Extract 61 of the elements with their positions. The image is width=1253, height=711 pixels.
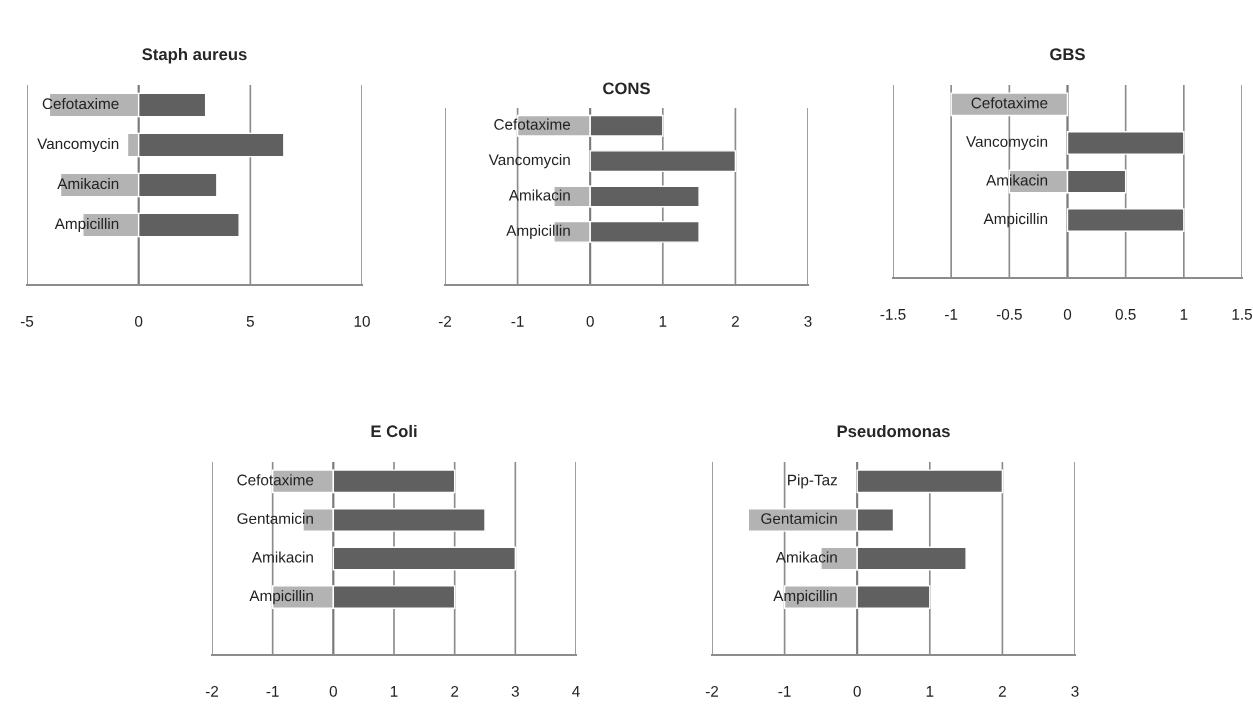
x-tick-label: 1	[390, 686, 398, 697]
bar	[589, 150, 737, 173]
y-tick-label: Amikacin	[57, 177, 119, 190]
x-tick-label: -1.5	[880, 309, 906, 320]
x-tick-label: 2	[731, 315, 739, 327]
x-tick-label: 10	[354, 315, 370, 327]
y-tick-label: Cefotaxime	[42, 97, 119, 110]
bar	[1066, 208, 1185, 232]
y-tick-label: Ampicillin	[983, 212, 1048, 228]
x-tick-label: -1	[945, 309, 958, 320]
chart-title: GBS	[1050, 48, 1085, 61]
x-tick-label: 0	[135, 315, 143, 327]
x-tick-label: -5	[20, 316, 34, 327]
x-tick-label: -1	[511, 316, 524, 327]
y-tick-label: Ampicillin	[54, 217, 119, 233]
x-tick-label: 0.5	[1115, 308, 1136, 320]
y-tick-label: Amikacin	[251, 551, 313, 563]
x-tick-label: 2	[998, 685, 1006, 697]
y-tick-label: Amikacin	[508, 189, 570, 201]
bar	[1066, 131, 1185, 155]
y-tick-label: Cefotaxime	[237, 474, 314, 486]
x-tick-label: 1.5	[1232, 309, 1252, 320]
chart-title: E Coli	[371, 424, 417, 438]
y-tick-label: Cefotaxime	[494, 118, 571, 130]
chart-title: Staph aureus	[142, 47, 247, 64]
y-tick-label: Ampicillin	[773, 589, 837, 605]
x-tick-label: 3	[804, 315, 812, 327]
x-tick-label: 1	[926, 686, 934, 697]
x-tick-label: -1	[778, 686, 791, 697]
x-tick-label: 0	[853, 685, 861, 697]
x-tick-label: 0	[329, 685, 337, 697]
x-tick-label: 0	[586, 315, 594, 327]
y-tick-label: Vancomycin	[37, 137, 119, 153]
y-tick-label: Pip-Taz	[788, 474, 837, 489]
x-tick-label: -1	[266, 686, 279, 697]
chart-title: Pseudomonas	[837, 424, 950, 438]
x-tick-label: 2	[451, 685, 459, 697]
x-tick-label: 3	[1071, 685, 1079, 697]
y-tick-label: Vancomycin	[488, 153, 570, 169]
y-tick-label: Vancomycin	[966, 135, 1048, 151]
x-tick-label: 1	[659, 316, 667, 327]
x-tick-label: 3	[511, 685, 519, 697]
y-tick-label: Amikacin	[986, 174, 1048, 186]
x-tick-label: 5	[246, 316, 254, 327]
y-tick-label: Amikacin	[775, 551, 837, 563]
x-tick-label: -2	[205, 685, 219, 697]
chart-title: CONS	[603, 82, 650, 95]
y-tick-label: Ampicillin	[249, 589, 313, 605]
y-tick-label: Ampicillin	[506, 224, 570, 240]
x-tick-label: 0	[1063, 308, 1072, 320]
y-tick-label: Gentamicin	[237, 512, 313, 524]
x-tick-label: -0.5	[996, 308, 1022, 320]
y-tick-label: Cefotaxime	[971, 97, 1048, 109]
x-tick-label: -2	[438, 315, 452, 327]
bar	[950, 92, 1069, 117]
bar	[332, 546, 517, 571]
x-tick-label: 1	[1180, 309, 1188, 320]
y-tick-label: Gentamicin	[761, 512, 837, 524]
x-tick-label: 4	[572, 686, 580, 697]
bar	[856, 469, 1004, 494]
x-tick-label: -2	[705, 685, 719, 697]
